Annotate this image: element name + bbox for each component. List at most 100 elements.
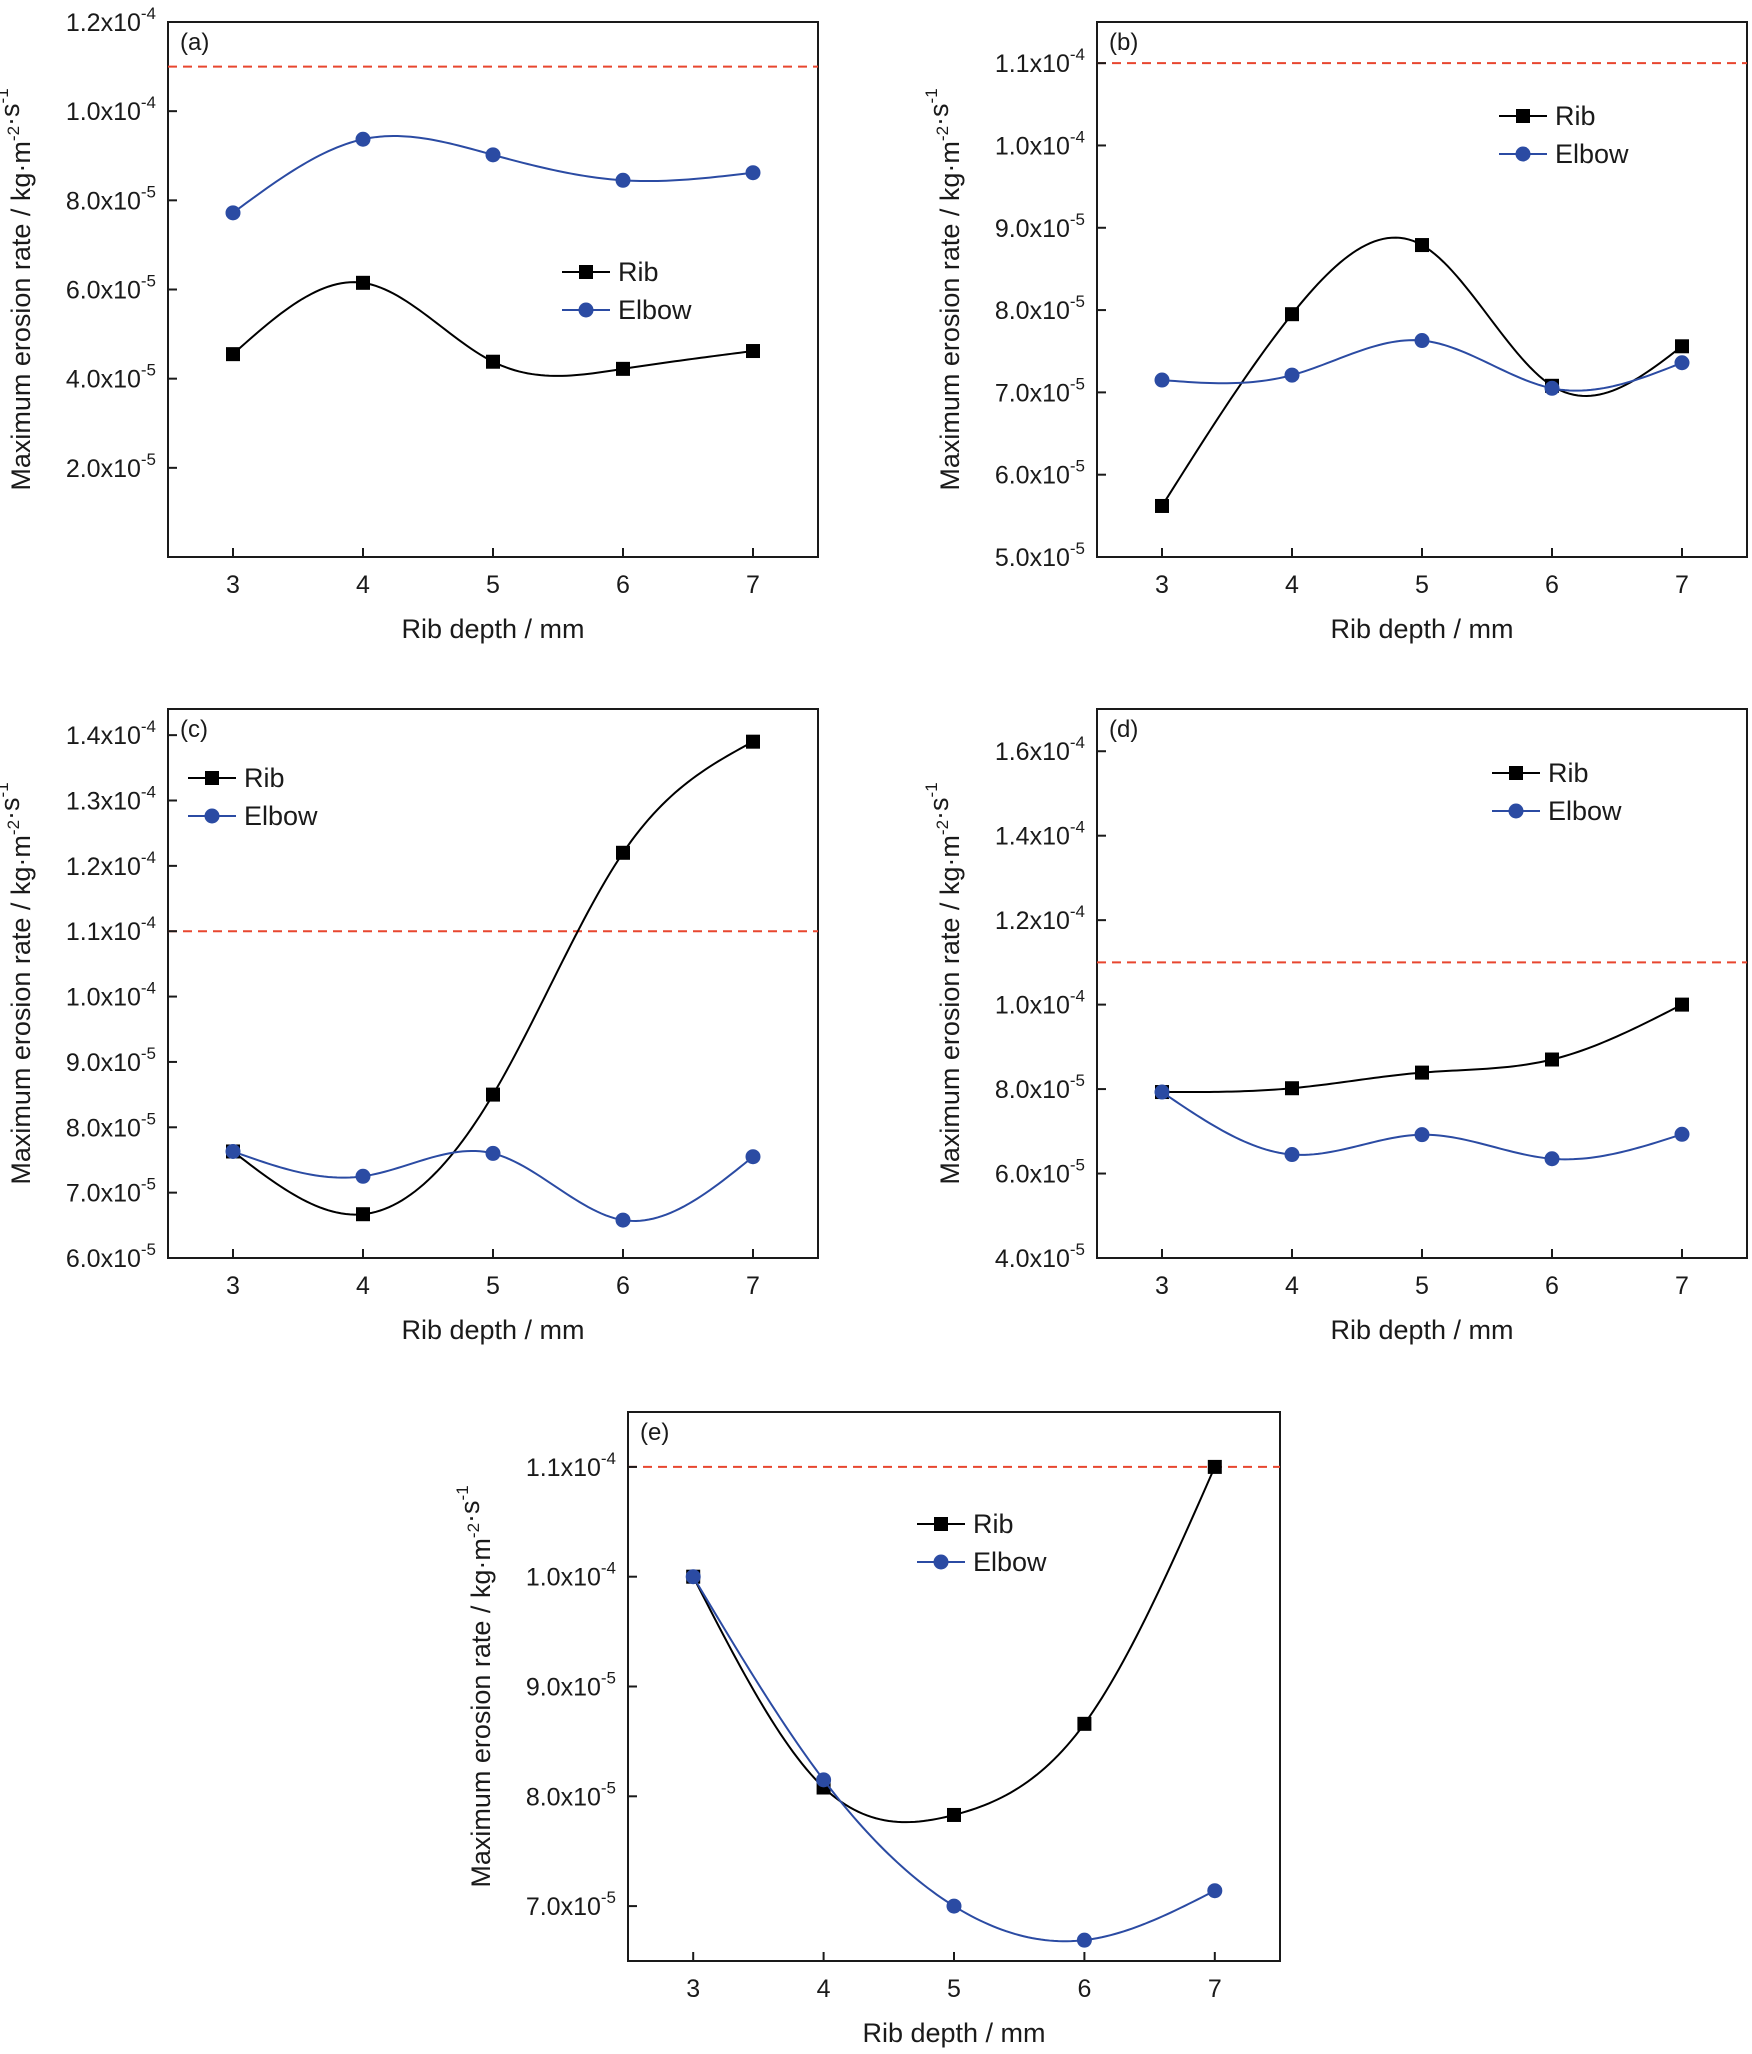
y-tick-label: 1.1x10-4 (66, 913, 156, 946)
elbow-point (1674, 1126, 1690, 1142)
elbow-point (1414, 1127, 1430, 1143)
x-tick-label: 4 (1285, 571, 1299, 599)
legend: Rib Elbow (917, 1509, 1047, 1577)
y-tick-label: 1.1x10-4 (526, 1449, 616, 1482)
legend-marker-rib (1509, 766, 1523, 780)
legend-marker-rib (205, 771, 219, 785)
x-tick-label: 4 (1285, 1272, 1299, 1300)
y-axis-title: Maximum erosion rate / kg·m-2·s-1 (453, 1485, 496, 1887)
rib-point (616, 845, 630, 860)
x-tick-label: 6 (616, 571, 630, 599)
y-tick-label: 1.0x10-4 (66, 979, 156, 1012)
legend-marker-rib (579, 265, 593, 279)
y-tick-label: 8.0x10-5 (995, 1071, 1085, 1104)
elbow-point (1544, 1151, 1560, 1167)
elbow-point (615, 1212, 631, 1228)
elbow-point (355, 131, 371, 147)
rib-point (1207, 1459, 1222, 1474)
panel-label: (d) (1109, 716, 1138, 743)
legend-label-rib: Rib (973, 1509, 1014, 1539)
chart-panel-3: 3 4 5 6 7 6.0x10-5 7.0x10-5 8.0x10-5 9.0x10-5 1.0… (0, 708, 819, 1345)
elbow-point (1284, 367, 1300, 383)
x-tick-label: 6 (616, 1272, 630, 1300)
rib-point (1155, 498, 1169, 513)
elbow-point (1284, 1147, 1300, 1163)
panel-label: (b) (1109, 29, 1138, 56)
x-tick-label: 5 (947, 1975, 961, 2003)
elbow-point (615, 172, 631, 188)
x-tick-label: 4 (356, 571, 370, 599)
y-tick-label: 1.3x10-4 (66, 783, 156, 816)
rib-point (486, 1087, 500, 1102)
plot-frame (1096, 708, 1748, 1259)
chart-panel-5: 3 4 5 6 7 7.0x10-5 8.0x10-5 9.0x10-5 1.0x10-4 1.1… (453, 1411, 1281, 2048)
rib-point (356, 275, 370, 290)
y-tick-label: 4.0x10-5 (66, 361, 156, 394)
y-tick-label: 9.0x10-5 (995, 210, 1085, 243)
x-tick-label: 5 (486, 1272, 500, 1300)
rib-point (226, 347, 240, 362)
legend-label-rib: Rib (1555, 101, 1596, 131)
rib-point (746, 344, 760, 359)
x-tick-label: 5 (1415, 1272, 1429, 1300)
y-tick-label: 6.0x10-5 (995, 457, 1085, 490)
y-tick-label: 1.0x10-4 (66, 93, 156, 126)
plot-frame (1096, 21, 1748, 558)
elbow-series-line (232, 1149, 754, 1222)
rib-point (1415, 1065, 1429, 1080)
y-axis-title: Maximum erosion rate / kg·m-2·s-1 (0, 88, 36, 490)
chart-panel-1: 3 4 5 6 7 2.0x10-5 4.0x10-5 6.0x10-5 8.0x10-5 1.0… (0, 4, 819, 644)
legend-marker-elbow (578, 302, 594, 318)
elbow-point (355, 1168, 371, 1184)
y-tick-label: 1.0x10-4 (995, 987, 1085, 1020)
elbow-point (745, 165, 761, 181)
legend-label-rib: Rib (244, 763, 285, 793)
x-tick-label: 5 (1415, 571, 1429, 599)
rib-point (1077, 1716, 1092, 1731)
rib-point (616, 361, 630, 376)
rib-point (947, 1807, 961, 1822)
y-tick-label: 7.0x10-5 (526, 1888, 616, 1921)
elbow-point (1207, 1883, 1223, 1899)
panel-label: (e) (640, 1419, 669, 1446)
elbow-point (745, 1149, 761, 1165)
legend-marker-elbow (1508, 803, 1524, 819)
rib-point (486, 354, 500, 369)
elbow-point (485, 1145, 501, 1161)
y-tick-label: 6.0x10-5 (66, 1240, 156, 1273)
y-axis-title: Maximum erosion rate / kg·m-2·s-1 (0, 782, 36, 1184)
elbow-point (1154, 372, 1170, 388)
rib-point (1675, 997, 1689, 1012)
elbow-series-line (692, 1576, 1216, 1943)
y-tick-label: 7.0x10-5 (995, 374, 1085, 407)
x-axis-title: Rib depth / mm (1330, 614, 1513, 644)
x-tick-label: 4 (356, 1272, 370, 1300)
chart-panel-4: 3 4 5 6 7 4.0x10-5 6.0x10-5 8.0x10-5 1.0x10-4 1.2… (922, 708, 1748, 1345)
y-tick-label: 1.2x10-4 (66, 848, 156, 881)
x-axis-title: Rib depth / mm (401, 1315, 584, 1345)
legend-label-rib: Rib (1548, 758, 1589, 788)
x-tick-label: 7 (746, 1272, 760, 1300)
rib-point (1545, 1052, 1559, 1067)
y-tick-label: 1.2x10-4 (995, 902, 1085, 935)
elbow-point (685, 1569, 701, 1585)
rib-series-line (692, 1466, 1216, 1824)
elbow-point (1154, 1084, 1170, 1100)
y-axis-title: Maximum erosion rate / kg·m-2·s-1 (922, 782, 965, 1184)
panel-label: (a) (180, 29, 209, 56)
y-tick-label: 2.0x10-5 (66, 450, 156, 483)
x-tick-label: 3 (686, 1975, 700, 2003)
legend-label-elbow: Elbow (618, 295, 692, 325)
y-tick-label: 6.0x10-5 (995, 1156, 1085, 1189)
rib-point (1675, 339, 1689, 354)
elbow-point (225, 1143, 241, 1159)
chart-panel-2: 3 4 5 6 7 5.0x10-5 6.0x10-5 7.0x10-5 8.0x10-5 9.0… (922, 21, 1748, 644)
elbow-point (1076, 1932, 1092, 1948)
y-tick-label: 1.0x10-4 (526, 1559, 616, 1592)
legend: Rib Elbow (1492, 758, 1622, 826)
legend-marker-elbow (1515, 146, 1531, 162)
y-tick-label: 1.1x10-4 (995, 45, 1085, 78)
x-tick-label: 7 (1675, 1272, 1689, 1300)
rib-point (1415, 238, 1429, 253)
legend-label-elbow: Elbow (244, 801, 318, 831)
